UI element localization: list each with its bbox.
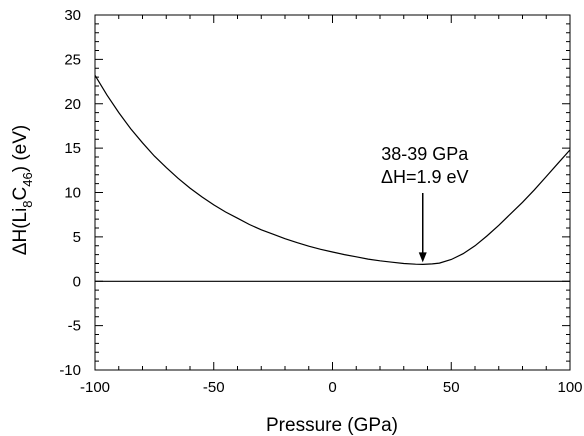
y-tick-label: 30 xyxy=(64,7,81,24)
y-tick-label: 5 xyxy=(73,229,81,246)
x-tick-label: 0 xyxy=(328,379,336,396)
y-axis-title-end: ) (eV) xyxy=(10,125,31,173)
y-tick-label: 10 xyxy=(64,185,81,202)
y-tick-label: -5 xyxy=(68,318,81,335)
annotation-arrowhead xyxy=(418,252,427,263)
y-axis-title-main: H(Li xyxy=(10,208,31,243)
x-tick-label: 100 xyxy=(557,379,582,396)
y-axis-title-mid: C xyxy=(10,187,31,201)
y-tick-label: 15 xyxy=(64,140,81,157)
plot-frame-group xyxy=(94,14,571,371)
enthalpy-curve xyxy=(94,74,571,266)
x-tick-label: -50 xyxy=(203,379,225,396)
ticks-group xyxy=(94,14,571,371)
plot-frame xyxy=(94,14,571,371)
y-tick-label: 20 xyxy=(64,96,81,113)
x-tick-label: 50 xyxy=(443,379,460,396)
x-axis-title: Pressure (GPa) xyxy=(266,415,398,436)
y-axis-title-sub2: 46 xyxy=(20,172,35,186)
x-tick-label: -100 xyxy=(80,379,110,396)
y-tick-label: 0 xyxy=(73,273,81,290)
annotation-group: 38-39 GPa ΔH=1.9 eV xyxy=(381,144,469,263)
annotation-enthalpy-label: ΔH=1.9 eV xyxy=(381,167,469,187)
y-axis-title-delta: Δ xyxy=(10,242,31,255)
y-axis-title: ΔH(Li8C46) (eV) xyxy=(10,125,35,255)
series-group xyxy=(94,74,571,282)
y-tick-label: 25 xyxy=(64,51,81,68)
annotation-pressure-label: 38-39 GPa xyxy=(381,144,469,164)
y-tick-label: -10 xyxy=(59,362,81,379)
y-axis-title-sub1: 8 xyxy=(20,200,35,207)
